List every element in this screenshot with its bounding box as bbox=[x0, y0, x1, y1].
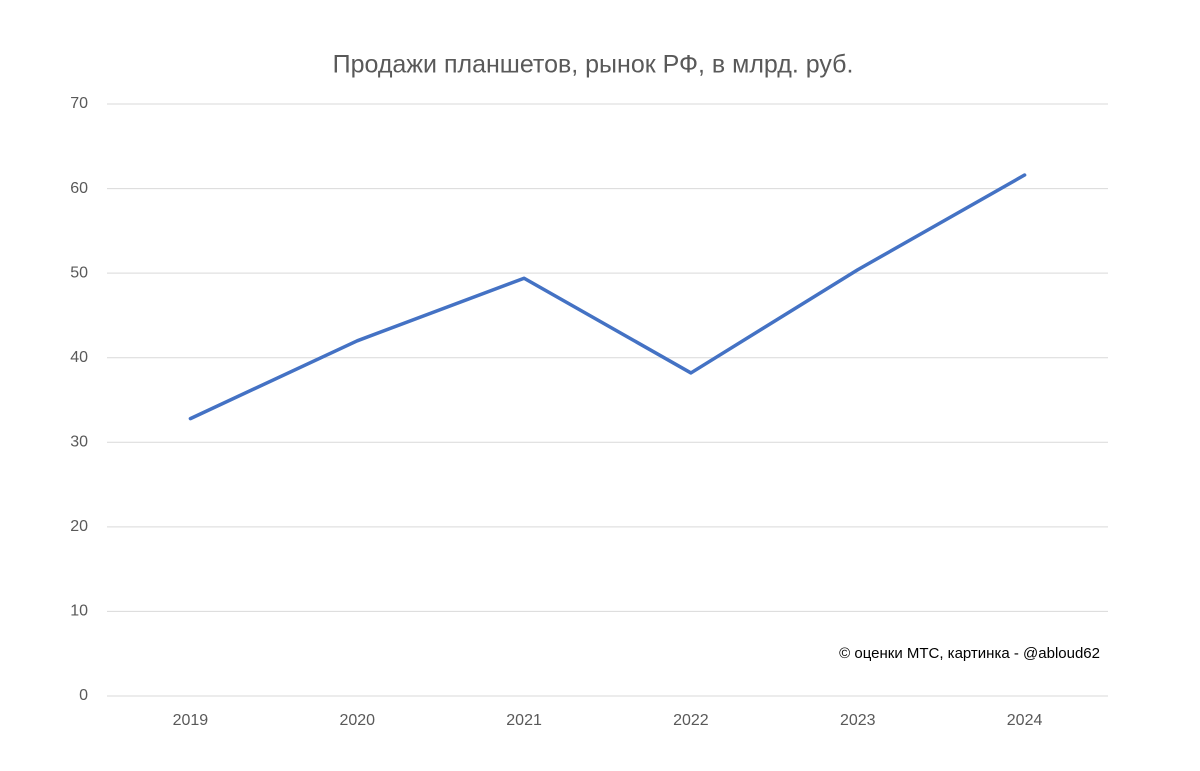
y-tick-label: 10 bbox=[70, 603, 88, 620]
y-tick-label: 30 bbox=[70, 434, 88, 451]
y-tick-label: 50 bbox=[70, 264, 88, 281]
y-tick-label: 0 bbox=[79, 687, 88, 704]
annotation: © оценки МТС, картинка - @abloud62 bbox=[839, 645, 1100, 662]
x-tick-label: 2023 bbox=[840, 712, 876, 729]
line bbox=[188, 173, 1027, 421]
y-tick-label: 60 bbox=[70, 180, 88, 197]
y-tick-label: 70 bbox=[70, 95, 88, 112]
x-tick-label: 2024 bbox=[1007, 712, 1043, 729]
y-tick-label: 20 bbox=[70, 518, 88, 535]
x-tick-label: 2021 bbox=[506, 712, 542, 729]
y-tick-label: 40 bbox=[70, 349, 88, 366]
x-tick-label: 2020 bbox=[339, 712, 375, 729]
x-tick-label: 2019 bbox=[173, 712, 209, 729]
x-tick-label: 2022 bbox=[673, 712, 709, 729]
chart-title: Продажи планшетов, рынок РФ, в млрд. руб… bbox=[333, 51, 854, 79]
